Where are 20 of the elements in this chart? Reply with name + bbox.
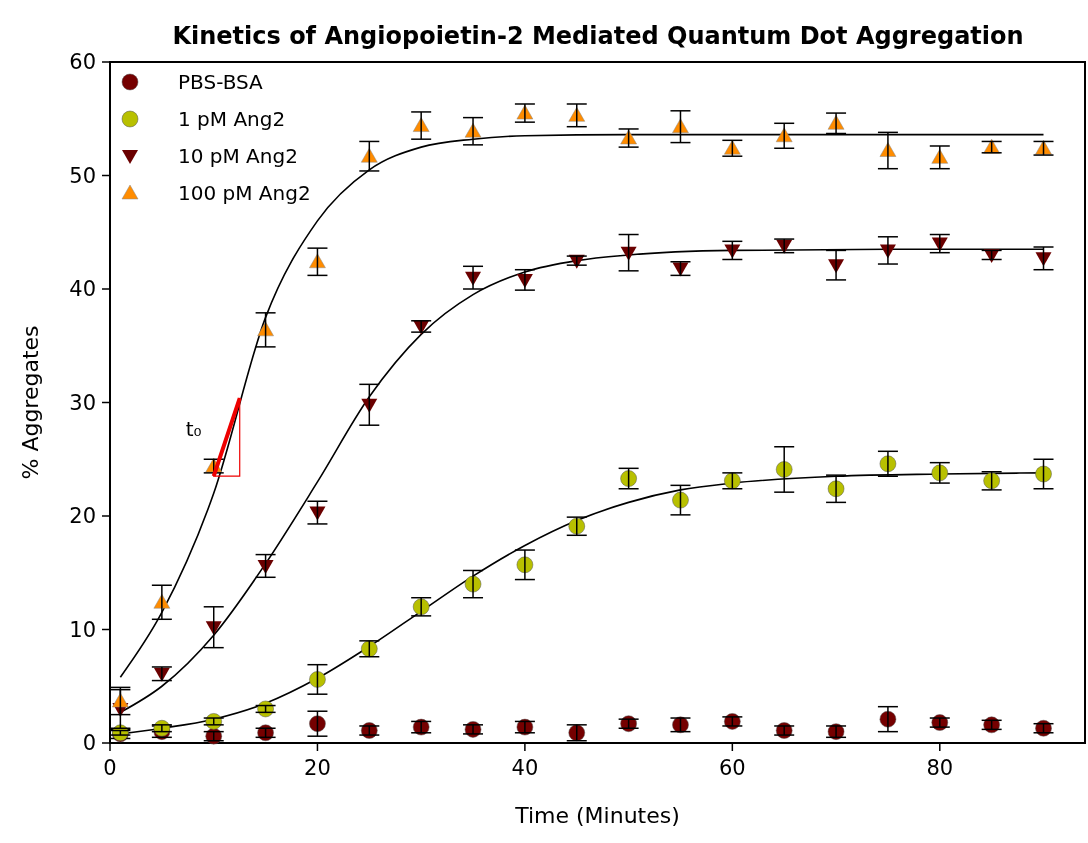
legend-label: 10 pM Ang2 <box>178 144 298 168</box>
y-tick-label: 0 <box>82 731 96 755</box>
x-tick-label: 20 <box>304 756 331 780</box>
y-tick-label: 50 <box>69 163 96 188</box>
y-tick-label: 30 <box>69 390 96 415</box>
legend-label: PBS-BSA <box>178 70 264 94</box>
x-tick-label: 60 <box>718 756 746 780</box>
y-tick-label: 60 <box>69 50 96 74</box>
x-tick-label: 40 <box>511 756 539 780</box>
chart-title: Kinetics of Angiopoietin-2 Mediated Quantum Dot Aggregation <box>172 22 1024 50</box>
y-axis-title: % Aggregates <box>18 325 43 480</box>
x-axis-title: Time (Minutes) <box>514 803 680 828</box>
y-tick-label: 10 <box>69 617 96 642</box>
x-tick-label: 80 <box>926 756 954 780</box>
y-tick-label: 20 <box>69 504 96 528</box>
annotation: t₀ <box>185 417 202 442</box>
legend-label: 1 pM Ang2 <box>178 107 286 131</box>
x-tick-label: 0 <box>103 756 117 780</box>
legend-label: 100 pM Ang2 <box>178 181 311 205</box>
y-tick-label: 40 <box>69 277 96 301</box>
